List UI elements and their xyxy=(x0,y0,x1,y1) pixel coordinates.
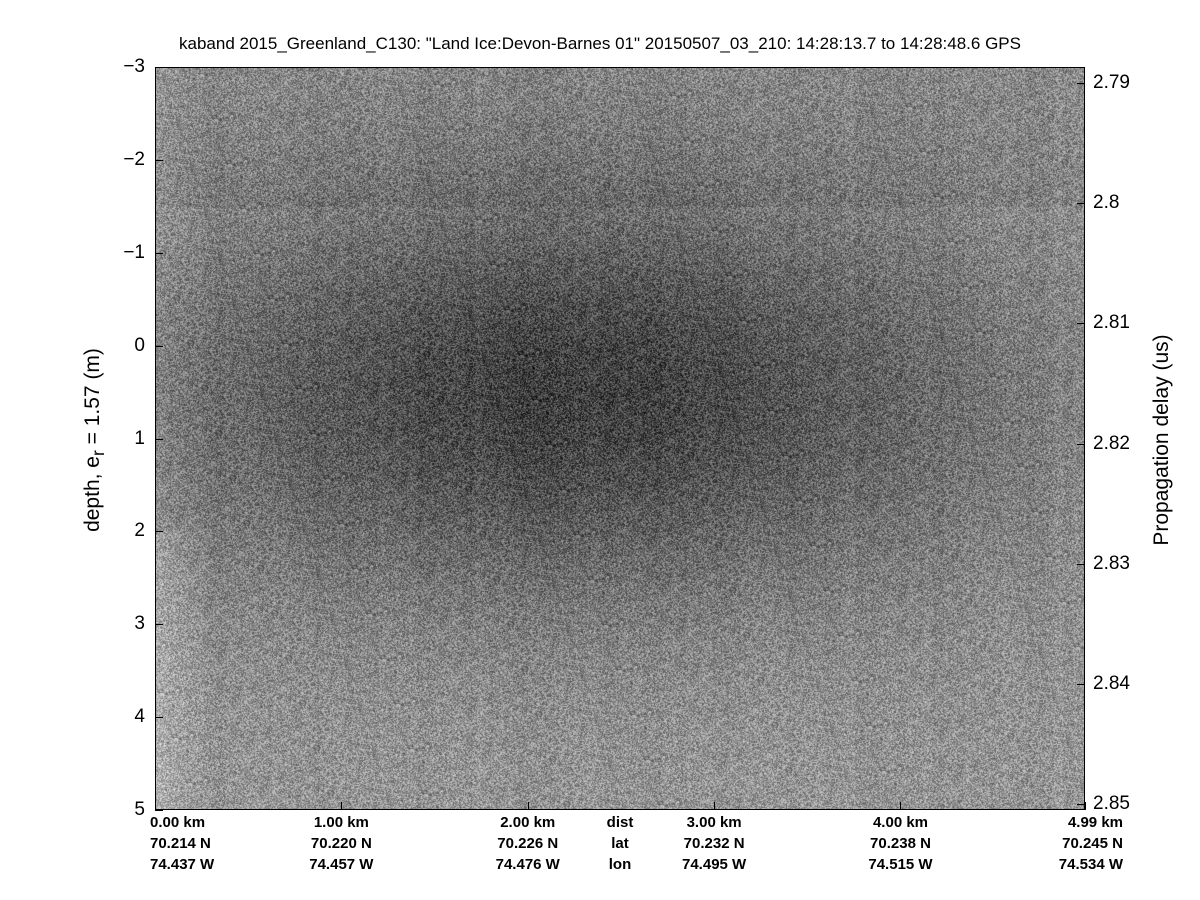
y-tick-left: 5 xyxy=(134,799,145,820)
tick-mark xyxy=(155,810,163,811)
tick-mark xyxy=(1077,443,1085,445)
tick-mark xyxy=(155,717,163,719)
x-tick-dist: 1.00 km xyxy=(313,814,369,831)
x-tick-lat: 70.238 N xyxy=(870,835,931,852)
tick-mark xyxy=(155,802,156,810)
tick-mark xyxy=(155,67,163,68)
plot-area xyxy=(155,67,1085,810)
y-tick-left: −2 xyxy=(123,148,145,170)
y-axis-right-label: Propagation delay (us) xyxy=(1150,334,1173,546)
x-tick-lat: 70.214 N xyxy=(150,835,211,852)
tick-mark xyxy=(1077,83,1085,84)
tick-mark xyxy=(714,802,716,810)
x-tick-dist: 2.00 km xyxy=(500,814,556,831)
chart-title: kaband 2015_Greenland_C130: "Land Ice:De… xyxy=(179,34,1021,53)
x-tick-lat: 70.226 N xyxy=(497,835,559,852)
tick-mark xyxy=(1077,563,1085,565)
tick-mark xyxy=(1077,804,1085,805)
tick-mark xyxy=(155,531,163,533)
tick-mark xyxy=(155,345,163,347)
x-tick-lat: 70.232 N xyxy=(683,835,745,852)
y-tick-right: 2.82 xyxy=(1093,432,1130,454)
x-tick-lon: 74.515 W xyxy=(868,856,933,873)
x-tick-dist: 4.99 km xyxy=(1067,814,1123,831)
x-tick-lon: 74.534 W xyxy=(1058,856,1123,873)
tick-mark xyxy=(155,252,163,254)
tick-mark xyxy=(155,624,163,626)
y-tick-right: 2.85 xyxy=(1093,793,1130,814)
x-tick-dist: 4.00 km xyxy=(872,814,929,831)
y-tick-right: 2.83 xyxy=(1093,552,1130,574)
tick-mark xyxy=(341,802,343,810)
tick-mark xyxy=(1077,203,1085,205)
x-row-label-dist: dist xyxy=(606,814,634,831)
y-tick-right: 2.79 xyxy=(1093,72,1130,93)
tick-mark xyxy=(1085,802,1086,810)
tick-mark xyxy=(1077,683,1085,685)
x-tick-lon: 74.437 W xyxy=(150,856,215,873)
echogram-image xyxy=(155,67,1085,810)
x-row-label-lat: lat xyxy=(611,835,629,852)
tick-mark xyxy=(155,438,163,440)
y-tick-left: 0 xyxy=(134,334,145,356)
y-tick-left: −1 xyxy=(123,241,145,263)
x-tick-lon: 74.495 W xyxy=(682,856,747,873)
tick-mark xyxy=(155,159,163,161)
x-tick-lat: 70.245 N xyxy=(1062,835,1123,852)
y-tick-left: 3 xyxy=(134,613,145,635)
x-tick-dist: 0.00 km xyxy=(150,814,206,831)
y-tick-left: 2 xyxy=(134,520,145,542)
y-tick-left: 1 xyxy=(134,427,145,449)
tick-mark xyxy=(1077,323,1085,325)
x-tick-lat: 70.220 N xyxy=(310,835,372,852)
y-tick-right: 2.8 xyxy=(1093,192,1120,214)
x-tick-dist: 3.00 km xyxy=(686,814,742,831)
y-tick-right: 2.84 xyxy=(1093,672,1130,694)
y-tick-right: 2.81 xyxy=(1093,312,1130,334)
x-tick-lon: 74.476 W xyxy=(495,856,560,873)
x-tick-lon: 74.457 W xyxy=(309,856,374,873)
x-row-label-lon: lon xyxy=(608,856,632,873)
y-tick-left: 4 xyxy=(134,706,145,728)
y-tick-left: −3 xyxy=(123,56,145,77)
tick-mark xyxy=(527,802,529,810)
tick-mark xyxy=(900,802,902,810)
